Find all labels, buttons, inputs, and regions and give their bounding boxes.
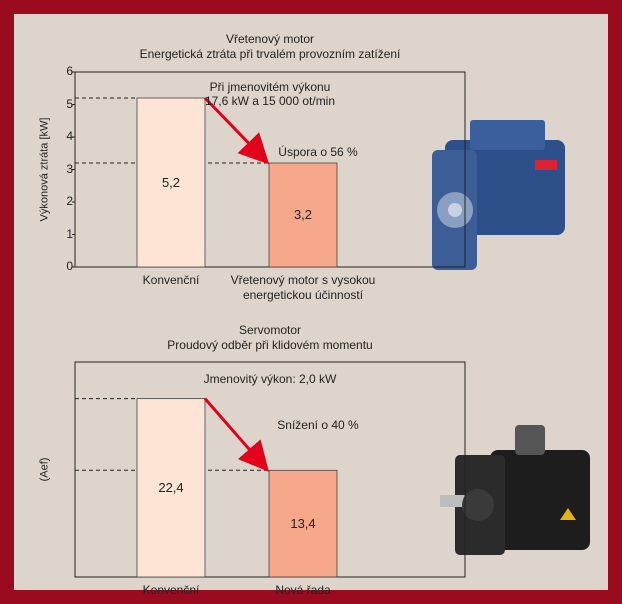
value-label: 22,4 bbox=[158, 479, 184, 495]
bar bbox=[136, 97, 206, 268]
annotation: Při jmenovitém výkonu bbox=[209, 80, 331, 94]
y-tick-label: 3 bbox=[66, 161, 73, 176]
x-tick-label: Konvenční bbox=[142, 583, 200, 597]
annotation: Snížení o 40 % bbox=[277, 418, 359, 432]
bar bbox=[268, 469, 338, 578]
y-tick-label: 5 bbox=[66, 96, 73, 111]
spindle-motor-photo bbox=[432, 120, 565, 270]
y-tick-label: 0 bbox=[66, 259, 73, 273]
x-tick-label: Vřetenový motor s vysokou energetickou ú… bbox=[230, 273, 376, 302]
x-tick-label: Nová řada bbox=[275, 583, 331, 597]
chart-subtitle: Energetická ztráta při trvalém provozním… bbox=[139, 47, 401, 61]
value-label: 3,2 bbox=[293, 207, 313, 222]
y-tick-label: 2 bbox=[66, 194, 73, 208]
x-tick-label: Konvenční bbox=[142, 273, 200, 287]
annotation: Jmenovitý výkon: 2,0 kW bbox=[203, 372, 337, 386]
y-tick-label: 1 bbox=[66, 226, 73, 241]
annotation: 17,6 kW a 15 000 ot/min bbox=[204, 94, 336, 108]
y-axis-label: Výkonová ztráta [kW] bbox=[38, 117, 51, 221]
chart-subtitle: Proudový odběr při klidovém momentu bbox=[167, 338, 373, 352]
y-tick-label: 6 bbox=[66, 64, 73, 78]
annotation: Úspora o 56 % bbox=[278, 145, 358, 159]
y-tick-label: 4 bbox=[66, 129, 73, 143]
chart-title: Servomotor bbox=[238, 323, 302, 337]
value-label: 13,4 bbox=[290, 515, 316, 531]
servo-motor-photo bbox=[440, 425, 590, 555]
arrow bbox=[203, 397, 269, 472]
bar bbox=[136, 398, 206, 578]
y-axis-label: (Aef) bbox=[38, 457, 51, 481]
arrow bbox=[203, 96, 270, 165]
chart-title: Vřetenový motor bbox=[225, 32, 315, 46]
bar bbox=[268, 162, 338, 268]
value-label: 5,2 bbox=[161, 174, 181, 190]
